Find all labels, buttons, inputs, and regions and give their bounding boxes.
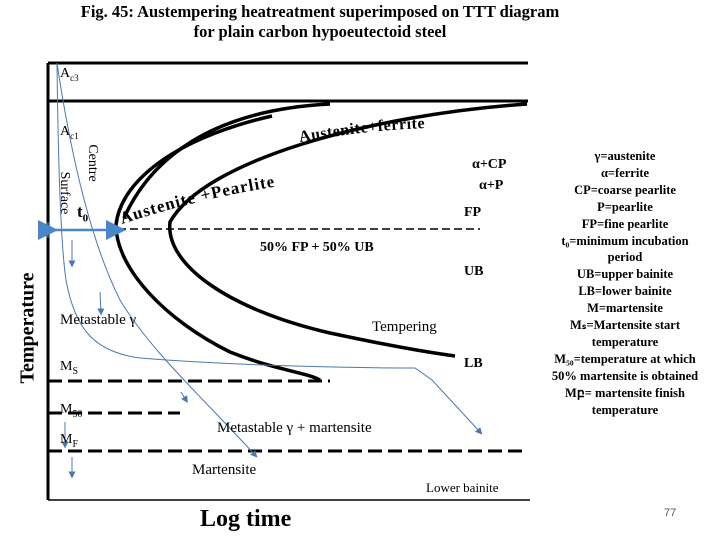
austenite-pearlite-label: Austenite +Pearlite [117, 172, 276, 228]
page-number: 77 [664, 507, 677, 519]
cooling-path-arrow-3 [180, 391, 188, 403]
title-line-2: for plain carbon hypoeutectoid steel [193, 22, 447, 41]
title-line-1: Fig. 45: Austempering heatreatment super… [80, 2, 560, 21]
m50-label: M50 [60, 402, 83, 420]
glossary-line: P=pearlite [597, 199, 653, 214]
austenite-ferrite-label: Austenite+ferrite [298, 115, 426, 146]
ferrite-start-curve [122, 102, 331, 219]
figure-title: Fig. 45: Austempering heatreatment super… [0, 2, 640, 42]
fp-label: FP [464, 205, 482, 220]
glossary-line: M₅₀=temperature at which [554, 351, 696, 366]
glossary-line: α=ferrite [600, 165, 650, 180]
ms-label: MS [60, 359, 79, 377]
fp-ub-label: 50% FP + 50% UB [260, 240, 374, 255]
glossary-line: period [607, 250, 643, 265]
glossary-line: Mₛ=Martensite start [569, 318, 680, 333]
glossary-line: LB=lower bainite [578, 284, 672, 299]
tempering-label: Tempering [372, 319, 437, 335]
transformation-finish-curve [168, 102, 528, 358]
glossary-line: temperature [591, 402, 659, 417]
mf-label: MF [60, 432, 79, 450]
glossary: γ=austenite α=ferrite CP=coarse pearlite P=… [530, 148, 720, 419]
x-axis-label: Log time [200, 506, 292, 532]
alpha-cp-label: α+CP [472, 157, 507, 172]
ub-label: UB [464, 264, 484, 279]
y-axis-label: Temperature [16, 272, 39, 384]
glossary-line: M=martensite [587, 301, 663, 316]
lower-bainite-label: Lower bainite [426, 480, 499, 495]
centre-label: Centre [85, 144, 100, 182]
glossary-line: 50% martensite is obtained [551, 368, 699, 383]
centre-cooling-path [56, 62, 258, 458]
glossary-line: CP=coarse pearlite [574, 182, 676, 197]
ac3-label: Ac3 [60, 66, 79, 83]
transformation-start-curve [114, 114, 321, 382]
glossary-line: Mբ= martensite finish [565, 385, 685, 400]
glossary-line: FP=fine pearlite [581, 216, 669, 231]
surface-cooling-path [56, 62, 483, 435]
metastable-martensite-label: Metastable γ + martensite [217, 420, 372, 436]
glossary-line: temperature [591, 334, 659, 349]
lb-label: LB [464, 356, 483, 371]
cooling-path-arrow-2 [97, 291, 105, 316]
glossary-line: γ=austenite [594, 149, 656, 163]
metastable-gamma-label: Metastable γ [60, 312, 137, 328]
surface-label: Surface [57, 171, 72, 215]
glossary-line: UB=upper bainite [576, 267, 674, 282]
martensite-label: Martensite [192, 462, 257, 478]
alpha-p-label: α+P [479, 178, 504, 193]
t0-label: t0 [77, 202, 89, 225]
ac1-label: Ac1 [60, 124, 79, 141]
glossary-line: t₀=minimum incubation [561, 233, 689, 248]
